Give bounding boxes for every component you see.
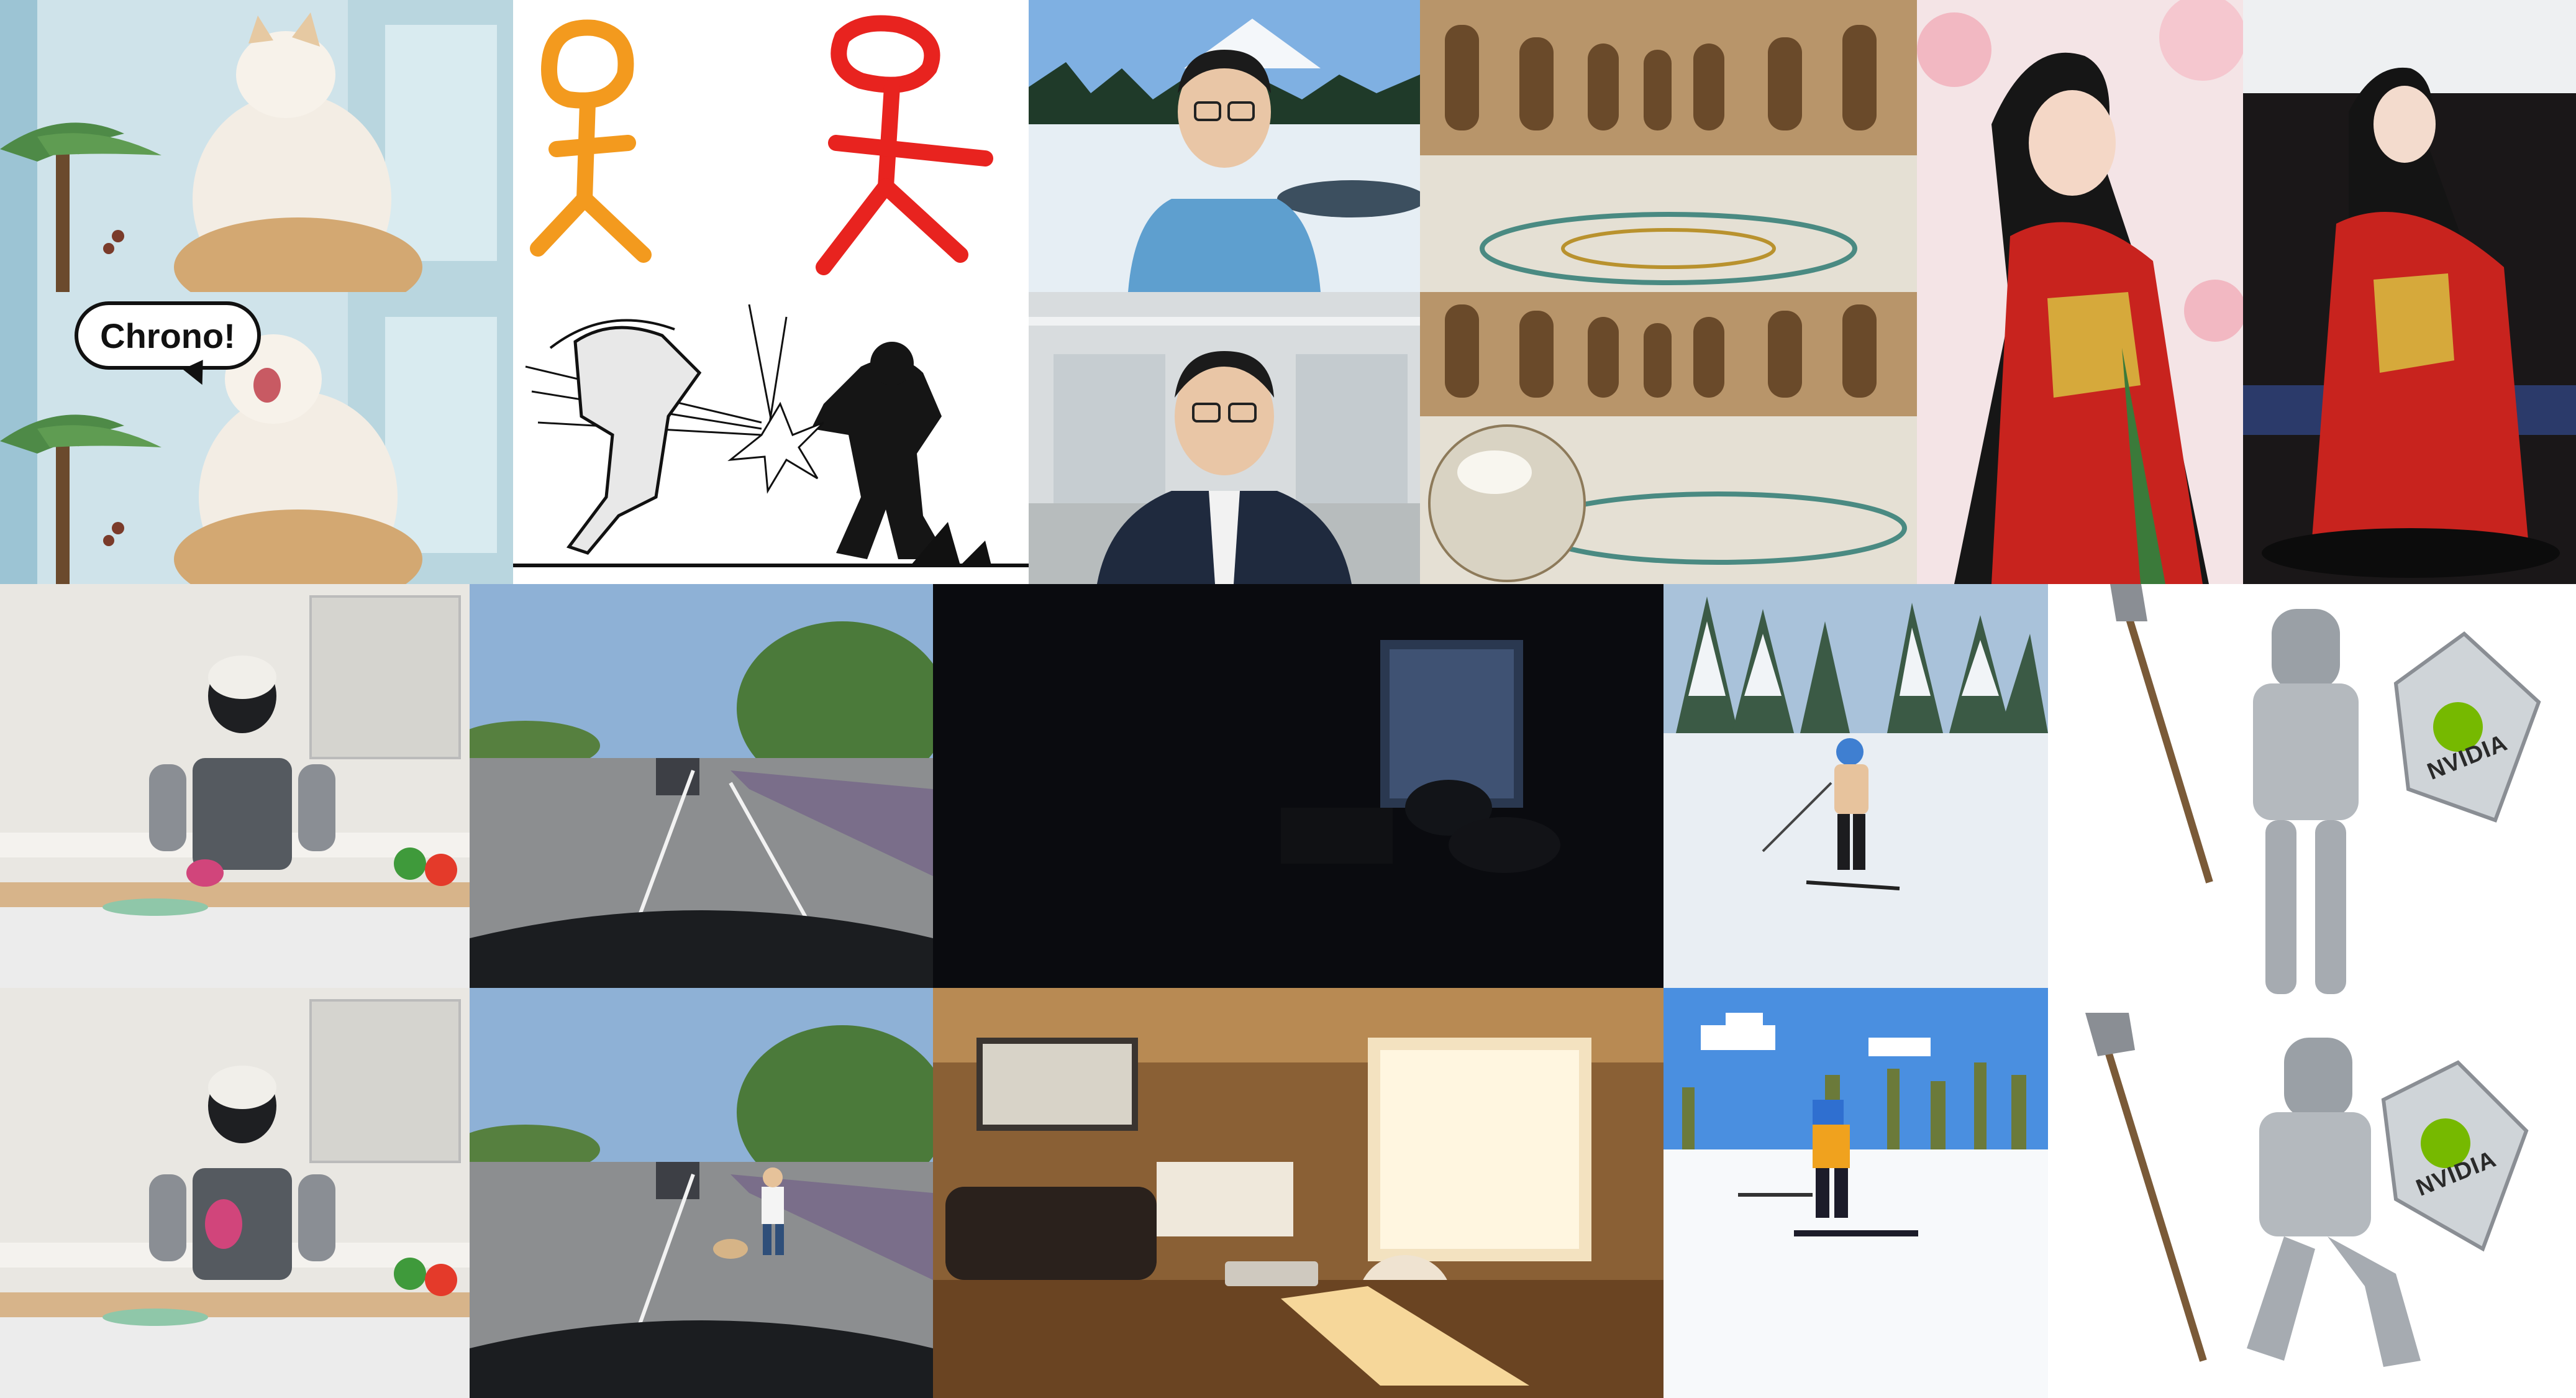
anime-figurine-photo [2243, 0, 2576, 584]
robot-kitchen-before [0, 584, 470, 988]
stick-figure-doodles [513, 0, 1029, 292]
living-room-lit [933, 988, 1663, 1398]
speech-bubble: Chrono! [75, 301, 261, 370]
living-room-dark [933, 584, 1663, 988]
knight-kneeling: NVIDIA [2048, 1013, 2576, 1398]
skier-pixel-art [1663, 988, 2048, 1398]
manga-fight-sketch [513, 292, 1029, 584]
dashcam-road-before [470, 584, 933, 988]
palace-hall [1420, 0, 1917, 292]
portrait-office [1029, 292, 1420, 584]
robot-kitchen-after [0, 988, 470, 1398]
palace-hall-glass-sphere [1420, 292, 1917, 584]
dashcam-road-after [470, 988, 933, 1398]
knight-standing: NVIDIA [2048, 584, 2576, 1013]
skier-photo [1663, 584, 2048, 988]
portrait-mountain-lake [1029, 0, 1420, 292]
anime-kimono-illustration [1917, 0, 2243, 584]
cat-photo-after [0, 292, 513, 584]
cat-photo-before [0, 0, 513, 292]
